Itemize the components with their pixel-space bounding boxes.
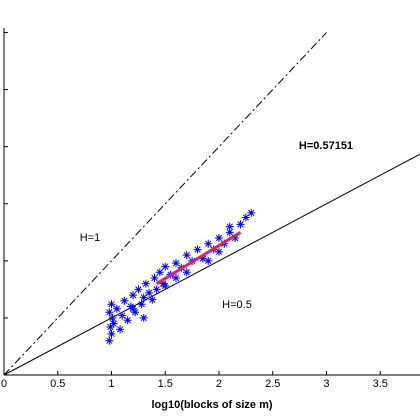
point — [225, 228, 234, 237]
point — [225, 222, 234, 231]
point — [198, 254, 207, 263]
point — [214, 234, 223, 243]
reference-line — [3, 153, 420, 376]
annotation: H=0.57151 — [299, 140, 353, 152]
point — [139, 293, 148, 302]
reference-line — [155, 231, 242, 285]
reference-line — [3, 32, 327, 376]
point — [231, 234, 240, 243]
point — [145, 288, 154, 297]
point — [161, 281, 170, 290]
point — [107, 300, 116, 309]
point — [150, 273, 159, 282]
point — [141, 279, 150, 288]
point — [171, 259, 180, 268]
point — [247, 208, 256, 217]
x-tick-label: 1.5 — [158, 378, 173, 390]
point — [131, 308, 140, 317]
point — [116, 325, 125, 334]
point — [107, 329, 116, 338]
point — [182, 268, 191, 277]
x-tick-label: 0.5 — [50, 378, 65, 390]
point — [152, 285, 161, 294]
point — [108, 313, 117, 322]
point — [120, 296, 129, 305]
point — [182, 251, 191, 260]
point — [118, 311, 127, 320]
point — [214, 247, 223, 256]
point — [155, 268, 164, 277]
point — [123, 316, 132, 325]
point — [236, 220, 245, 229]
point — [137, 300, 146, 309]
point — [134, 285, 143, 294]
point — [139, 313, 148, 322]
annotation: H=1 — [80, 232, 101, 244]
point — [204, 239, 213, 248]
x-tick-label: 2 — [216, 378, 222, 390]
point — [109, 319, 118, 328]
point — [204, 256, 213, 265]
point — [112, 304, 121, 313]
x-tick-label: 0 — [1, 378, 7, 390]
point — [171, 273, 180, 282]
point — [128, 291, 137, 300]
annotation: H=0.5 — [222, 299, 252, 311]
x-tick-label: 1 — [108, 378, 114, 390]
point — [128, 304, 137, 313]
x-tick-label: 2.5 — [265, 378, 280, 390]
x-axis-label: log10(blocks of size m) — [151, 399, 272, 411]
point — [161, 262, 170, 271]
point — [105, 336, 114, 345]
point — [105, 308, 114, 317]
point — [193, 245, 202, 254]
x-tick-label: 3 — [323, 378, 329, 390]
point — [148, 295, 157, 304]
x-tick-label: 3.5 — [373, 378, 388, 390]
point — [241, 213, 250, 222]
point — [106, 323, 115, 332]
